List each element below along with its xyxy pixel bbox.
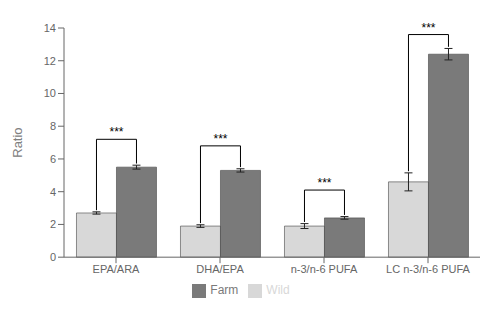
- svg-text:12: 12: [44, 55, 56, 67]
- svg-text:***: ***: [109, 125, 123, 139]
- svg-text:EPA/ARA: EPA/ARA: [93, 263, 141, 275]
- svg-text:2: 2: [50, 218, 56, 230]
- svg-text:10: 10: [44, 87, 56, 99]
- svg-text:0: 0: [50, 251, 56, 263]
- svg-text:Ratio: Ratio: [10, 127, 25, 157]
- svg-text:n-3/n-6 PUFA: n-3/n-6 PUFA: [291, 263, 358, 275]
- svg-text:***: ***: [317, 176, 331, 190]
- html-text:Farm: Farm: [210, 283, 239, 298]
- svg-text:6: 6: [50, 153, 56, 165]
- svg-text:***: ***: [421, 21, 435, 35]
- svg-text:DHA/EPA: DHA/EPA: [196, 263, 244, 275]
- html-text:Wild: Wild: [266, 283, 290, 298]
- svg-text:8: 8: [50, 120, 56, 132]
- svg-text:***: ***: [213, 132, 227, 146]
- svg-text:LC n-3/n-6 PUFA: LC n-3/n-6 PUFA: [386, 263, 470, 275]
- svg-text:14: 14: [44, 22, 56, 34]
- svg-text:4: 4: [50, 186, 56, 198]
